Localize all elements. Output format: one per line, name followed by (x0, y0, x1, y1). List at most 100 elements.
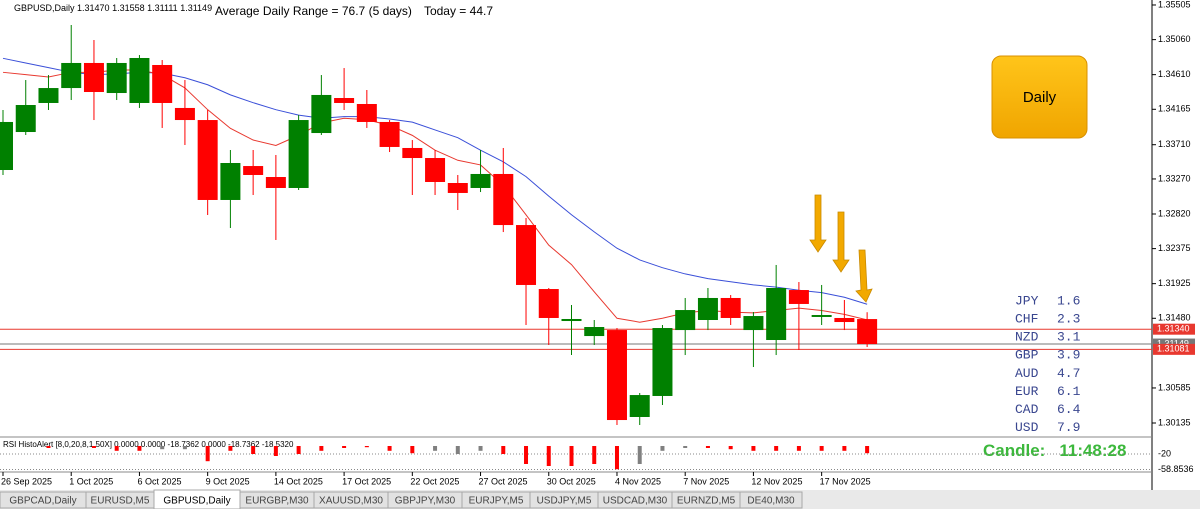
indicator-bar (478, 446, 483, 451)
tab-label[interactable]: EURGBP,M30 (245, 496, 309, 507)
y-tick-label: 1.34610 (1158, 69, 1191, 79)
y-tick-label: 1.33710 (1158, 139, 1191, 149)
candle-body (629, 395, 650, 417)
candle-body (311, 94, 332, 134)
candle-body (470, 173, 491, 188)
indicator-bar (114, 446, 119, 451)
strength-value: 3.1 (1057, 330, 1081, 345)
strength-value: 4.7 (1057, 366, 1080, 381)
indicator-bar (683, 446, 688, 448)
x-tick-label: 9 Oct 2025 (206, 476, 250, 486)
strength-value: 2.3 (1057, 312, 1080, 327)
x-tick-label: 26 Sep 2025 (1, 476, 52, 486)
candle-body (697, 297, 718, 321)
tab-label[interactable]: GBPJPY,M30 (395, 496, 456, 507)
currency: USD (1015, 420, 1039, 435)
currency: GBP (1015, 348, 1039, 363)
candle-body (743, 316, 764, 331)
y-tick-label: 1.35505 (1158, 0, 1191, 9)
indicator-bar (410, 446, 415, 454)
tab-label[interactable]: GBPCAD,Daily (9, 496, 76, 507)
candle-body (766, 288, 787, 341)
price-plot (0, 24, 1152, 426)
level-box (1153, 323, 1195, 335)
indicator-bar (319, 446, 324, 451)
tab-label[interactable]: EURUSD,M5 (91, 496, 150, 507)
adr-value: 76.7 (342, 4, 366, 18)
timer-label: Candle: (983, 441, 1045, 460)
candle-body (0, 121, 13, 171)
indicator-bar (205, 446, 210, 462)
timer-time: 11:48:28 (1059, 441, 1126, 460)
tabs: GBPCAD,Daily EURUSD,M5 GBPUSD,Daily EURGBP,… (0, 489, 803, 509)
today-label: Today = (424, 4, 466, 18)
candle-body (334, 98, 355, 103)
indicator-bar (751, 446, 756, 451)
level-label: 1.31149 (1157, 338, 1189, 348)
currency: AUD (1015, 366, 1039, 381)
tab-label[interactable]: EURNZD,M5 (677, 496, 736, 507)
strength-value: 3.9 (1057, 348, 1080, 363)
candle-body (379, 121, 400, 147)
strength-value: 6.4 (1057, 402, 1081, 417)
currency: CAD (1015, 402, 1039, 417)
indicator-bar (796, 446, 801, 451)
indicator-bar (842, 446, 847, 451)
indicator-bar (46, 446, 51, 448)
x-tick-label: 27 Oct 2025 (479, 476, 528, 486)
x-tick-label: 1 Oct 2025 (69, 476, 113, 486)
button-face[interactable] (991, 55, 1088, 139)
symbol: GBPUSD,Daily (14, 3, 75, 13)
indicator-bar (251, 446, 256, 454)
strength-value: 1.6 (1057, 293, 1080, 308)
candle-body (288, 120, 309, 188)
y-tick-label: 1.33270 (1158, 173, 1191, 183)
tab-label[interactable]: EURJPY,M5 (469, 496, 524, 507)
candle-body (129, 57, 150, 103)
indicator-bar (455, 446, 460, 454)
indicator-tick-label: -20 (1158, 448, 1171, 458)
ohlc: 1.31149 (180, 3, 212, 13)
tab-label[interactable]: XAUUSD,M30 (319, 496, 383, 507)
candle-timer: Candle: 11:48:28 (983, 441, 1126, 460)
x-tick-label: 22 Oct 2025 (410, 476, 459, 486)
currency: NZD (1015, 330, 1039, 345)
indicator-bar (501, 446, 506, 454)
level-box (1153, 343, 1195, 355)
level-label: 1.31081 (1157, 344, 1190, 354)
x-tick-label: 6 Oct 2025 (137, 476, 181, 486)
indicator-bar (160, 446, 165, 450)
indicator-bar (546, 446, 551, 466)
candle-body (220, 162, 241, 200)
indicator-bar (819, 446, 824, 451)
tab-label[interactable]: USDCAD,M30 (603, 496, 668, 507)
ohlc: 1.31470 (77, 3, 110, 13)
candle-body (493, 173, 514, 226)
tab-label[interactable]: USDJPY,M5 (537, 496, 592, 507)
timeframe-button[interactable]: Daily (991, 55, 1088, 139)
candle-body (720, 297, 741, 318)
indicator-bar (137, 446, 142, 451)
candle-body (83, 62, 104, 93)
tab-label[interactable]: DE40,M30 (747, 496, 795, 507)
tab-label[interactable]: GBPUSD,Daily (163, 496, 230, 507)
indicator-bar (774, 446, 779, 451)
indicator-bar (433, 446, 438, 451)
candle-body (265, 177, 286, 188)
x-tick-label: 4 Nov 2025 (615, 476, 661, 486)
indicator-bar (637, 446, 642, 464)
candle-body (38, 88, 59, 103)
symbol-header: GBPUSD,Daily 1.31470 1.31558 1.31111 1.3… (14, 3, 212, 13)
tab[interactable] (739, 491, 803, 509)
candle-body (561, 318, 582, 322)
candle-body (243, 166, 264, 175)
y-tick-label: 1.32820 (1158, 208, 1191, 218)
adr-label: Average Daily Range = (215, 4, 339, 18)
indicator-bar (342, 446, 347, 448)
candle-body (584, 327, 605, 337)
candle-body (516, 225, 537, 285)
button-label[interactable]: Daily (1023, 89, 1057, 106)
x-tick-label: 14 Oct 2025 (274, 476, 323, 486)
indicator-bar (524, 446, 529, 464)
strength-value: 6.1 (1057, 384, 1081, 399)
